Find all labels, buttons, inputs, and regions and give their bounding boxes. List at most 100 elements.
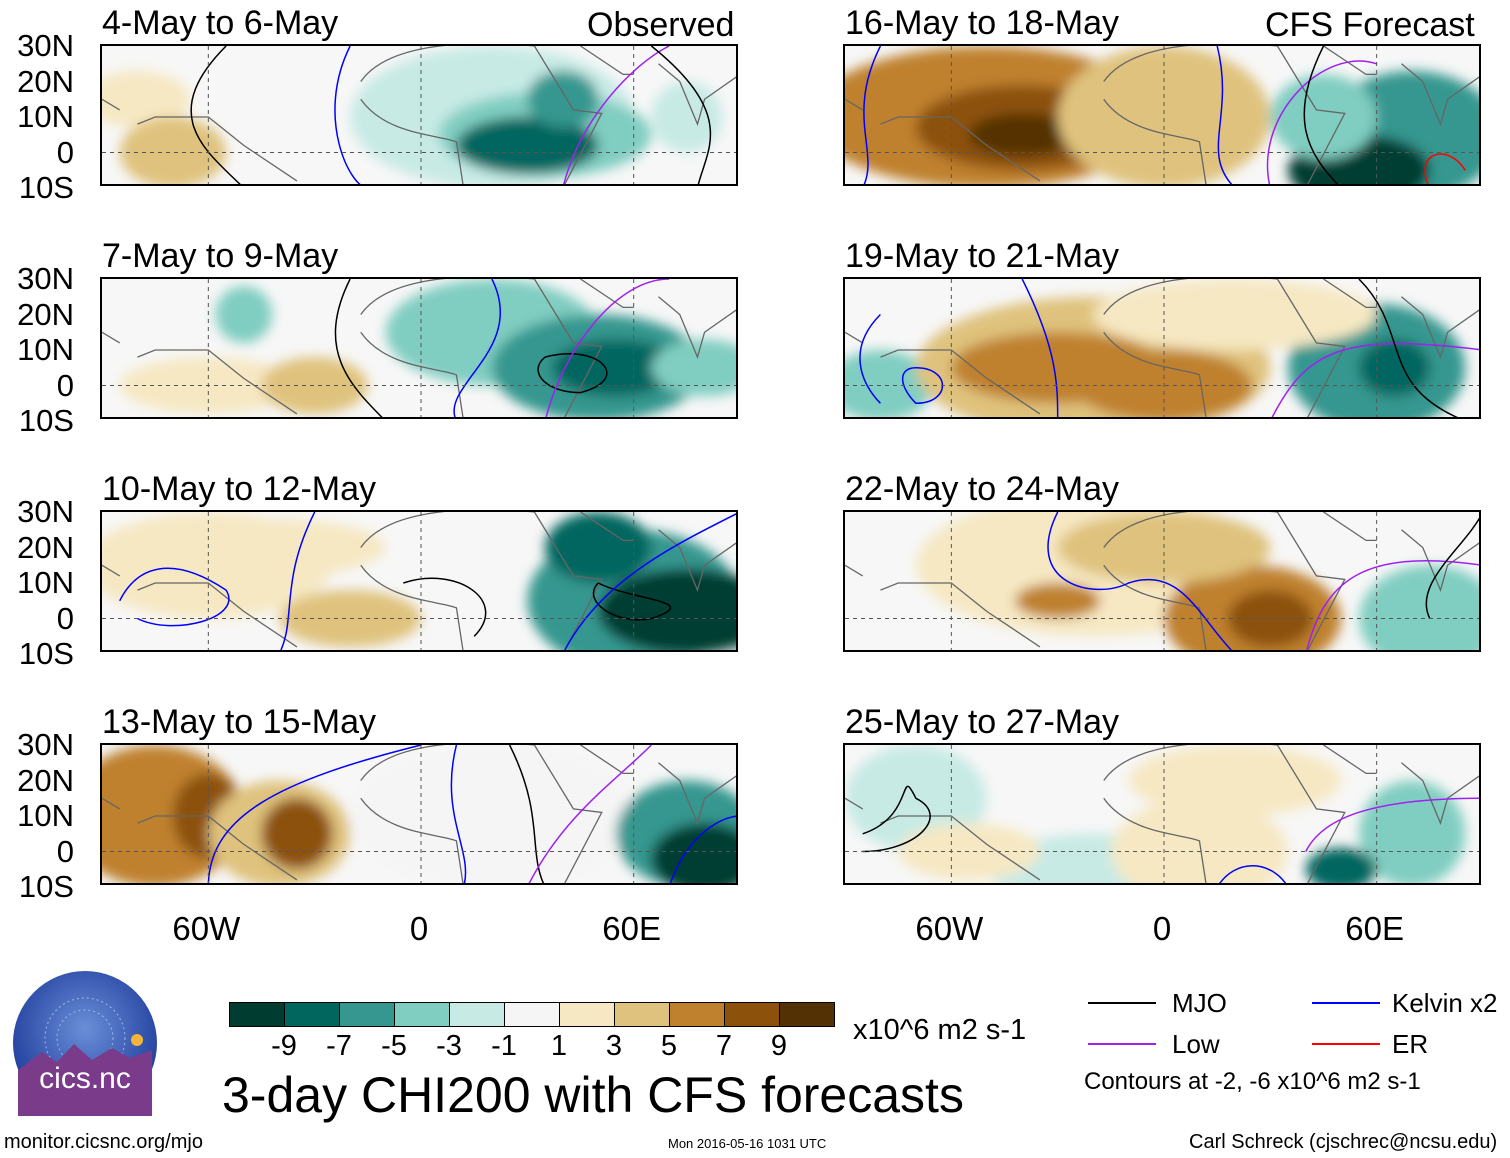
figure-title: 3-day CHI200 with CFS forecasts (222, 1067, 964, 1123)
lat-label: 0 (56, 600, 74, 636)
chi200-map-panel (100, 44, 738, 186)
footer-author: Carl Schreck (cjschrec@ncsu.edu) (1189, 1131, 1498, 1153)
anomaly-region (898, 823, 1040, 880)
panel-title: 19-May to 21-May (845, 237, 1119, 275)
anomaly-region (845, 350, 934, 417)
colorbar-units: x10^6 m2 s-1 (853, 1014, 1027, 1046)
legend-mjo: MJO (1172, 988, 1227, 1018)
contour-line (1303, 46, 1339, 184)
anomaly-region (545, 512, 652, 583)
chi200-map-panel (100, 743, 738, 885)
panel-title: 22-May to 24-May (845, 470, 1119, 508)
panel-title: 16-May to 18-May (845, 4, 1119, 42)
contour-line (669, 815, 736, 883)
contour-line (537, 353, 608, 394)
contour-line (403, 577, 487, 637)
contour-line (1358, 279, 1459, 417)
anomaly-region (1358, 565, 1479, 650)
colorbar-label: 5 (660, 1030, 678, 1062)
cics-logo: cics.nc (13, 971, 157, 1116)
anomaly-region (261, 798, 333, 870)
coastline (102, 279, 736, 417)
chi200-map-panel (100, 510, 738, 652)
lat-label: 30N (17, 727, 74, 762)
lat-label: 10S (18, 869, 74, 904)
low-legend-line (1088, 1043, 1156, 1045)
colorbar (229, 1002, 835, 1027)
contour-line (1216, 46, 1233, 184)
anomaly-region (1093, 279, 1377, 350)
contour-note: Contours at -2, -6 x10^6 m2 s-1 (1084, 1068, 1421, 1095)
colorbar-swatch (505, 1003, 560, 1026)
panel-title: 10-May to 12-May (102, 470, 376, 508)
contour-line (1021, 279, 1059, 417)
anomaly-region (350, 745, 634, 883)
anomaly-region (261, 357, 368, 414)
anomaly-region (651, 81, 723, 153)
mjo-legend-line (1088, 1002, 1156, 1004)
lon-label: 60W (915, 910, 984, 947)
legend-er: ER (1392, 1029, 1429, 1059)
coastline (845, 745, 1479, 883)
colorbar-label: -7 (326, 1030, 352, 1062)
anomaly-region (215, 286, 273, 343)
colorbar-label: 9 (770, 1030, 788, 1062)
contour-line (592, 582, 672, 621)
lat-label: 10N (17, 332, 74, 367)
contour-line (901, 367, 943, 405)
anomaly-region (598, 568, 736, 650)
lat-label: 20N (17, 296, 74, 332)
contour-line (650, 46, 712, 184)
colorbar-label: 3 (605, 1030, 623, 1062)
anomaly-region (651, 339, 736, 397)
contour-line (564, 513, 736, 650)
contour-line (450, 745, 467, 883)
lat-label: 20N (17, 63, 74, 99)
anomaly-region (456, 117, 599, 174)
contour-line (862, 785, 931, 853)
contour-line (859, 313, 881, 404)
anomaly-region (969, 113, 1076, 157)
kelvin-legend-line (1312, 1002, 1380, 1004)
anomaly-region (1358, 339, 1430, 397)
colorbar-label: -5 (381, 1030, 407, 1062)
anomaly-region (119, 117, 227, 184)
lat-label: 20N (17, 529, 74, 565)
colorbar-swatch (560, 1003, 615, 1026)
colorbar-label: -1 (491, 1030, 517, 1062)
panel-title: 13-May to 15-May (102, 703, 376, 741)
panel-title: 4-May to 6-May (102, 4, 339, 42)
lat-label: 30N (17, 28, 74, 63)
colorbar-swatch (780, 1003, 834, 1026)
lon-label: 60E (602, 910, 662, 947)
anomaly-region (1270, 74, 1377, 160)
contour-line (563, 46, 670, 184)
anomaly-region (651, 823, 736, 883)
contour-line (207, 745, 422, 883)
colorbar-swatch (340, 1003, 395, 1026)
colorbar-label: -9 (271, 1030, 297, 1062)
contour-line (1305, 797, 1479, 852)
contour-line (1271, 342, 1479, 417)
colorbar-label: 1 (550, 1030, 568, 1062)
contour-line (190, 46, 241, 184)
colorbar-swatch (395, 1003, 450, 1026)
contour-line (1219, 865, 1287, 883)
colorbar-swatch (285, 1003, 340, 1026)
footer-url[interactable]: monitor.cicsnc.org/mjo (4, 1131, 203, 1153)
lat-label: 10N (17, 565, 74, 600)
chi200-map-panel (843, 743, 1481, 885)
lat-label: 10S (18, 170, 74, 205)
coastline (845, 279, 1479, 417)
contour-line (1424, 153, 1466, 184)
contour-line (508, 745, 545, 883)
anomaly-region (1305, 847, 1377, 883)
logo-text: cics.nc (39, 1062, 131, 1095)
lat-label: 10S (18, 403, 74, 438)
panel-title: 25-May to 27-May (845, 703, 1119, 741)
colorbar-swatch (725, 1003, 780, 1026)
anomaly-region (1128, 745, 1342, 816)
lat-label: 10S (18, 636, 74, 671)
chi200-map-panel (843, 277, 1481, 419)
